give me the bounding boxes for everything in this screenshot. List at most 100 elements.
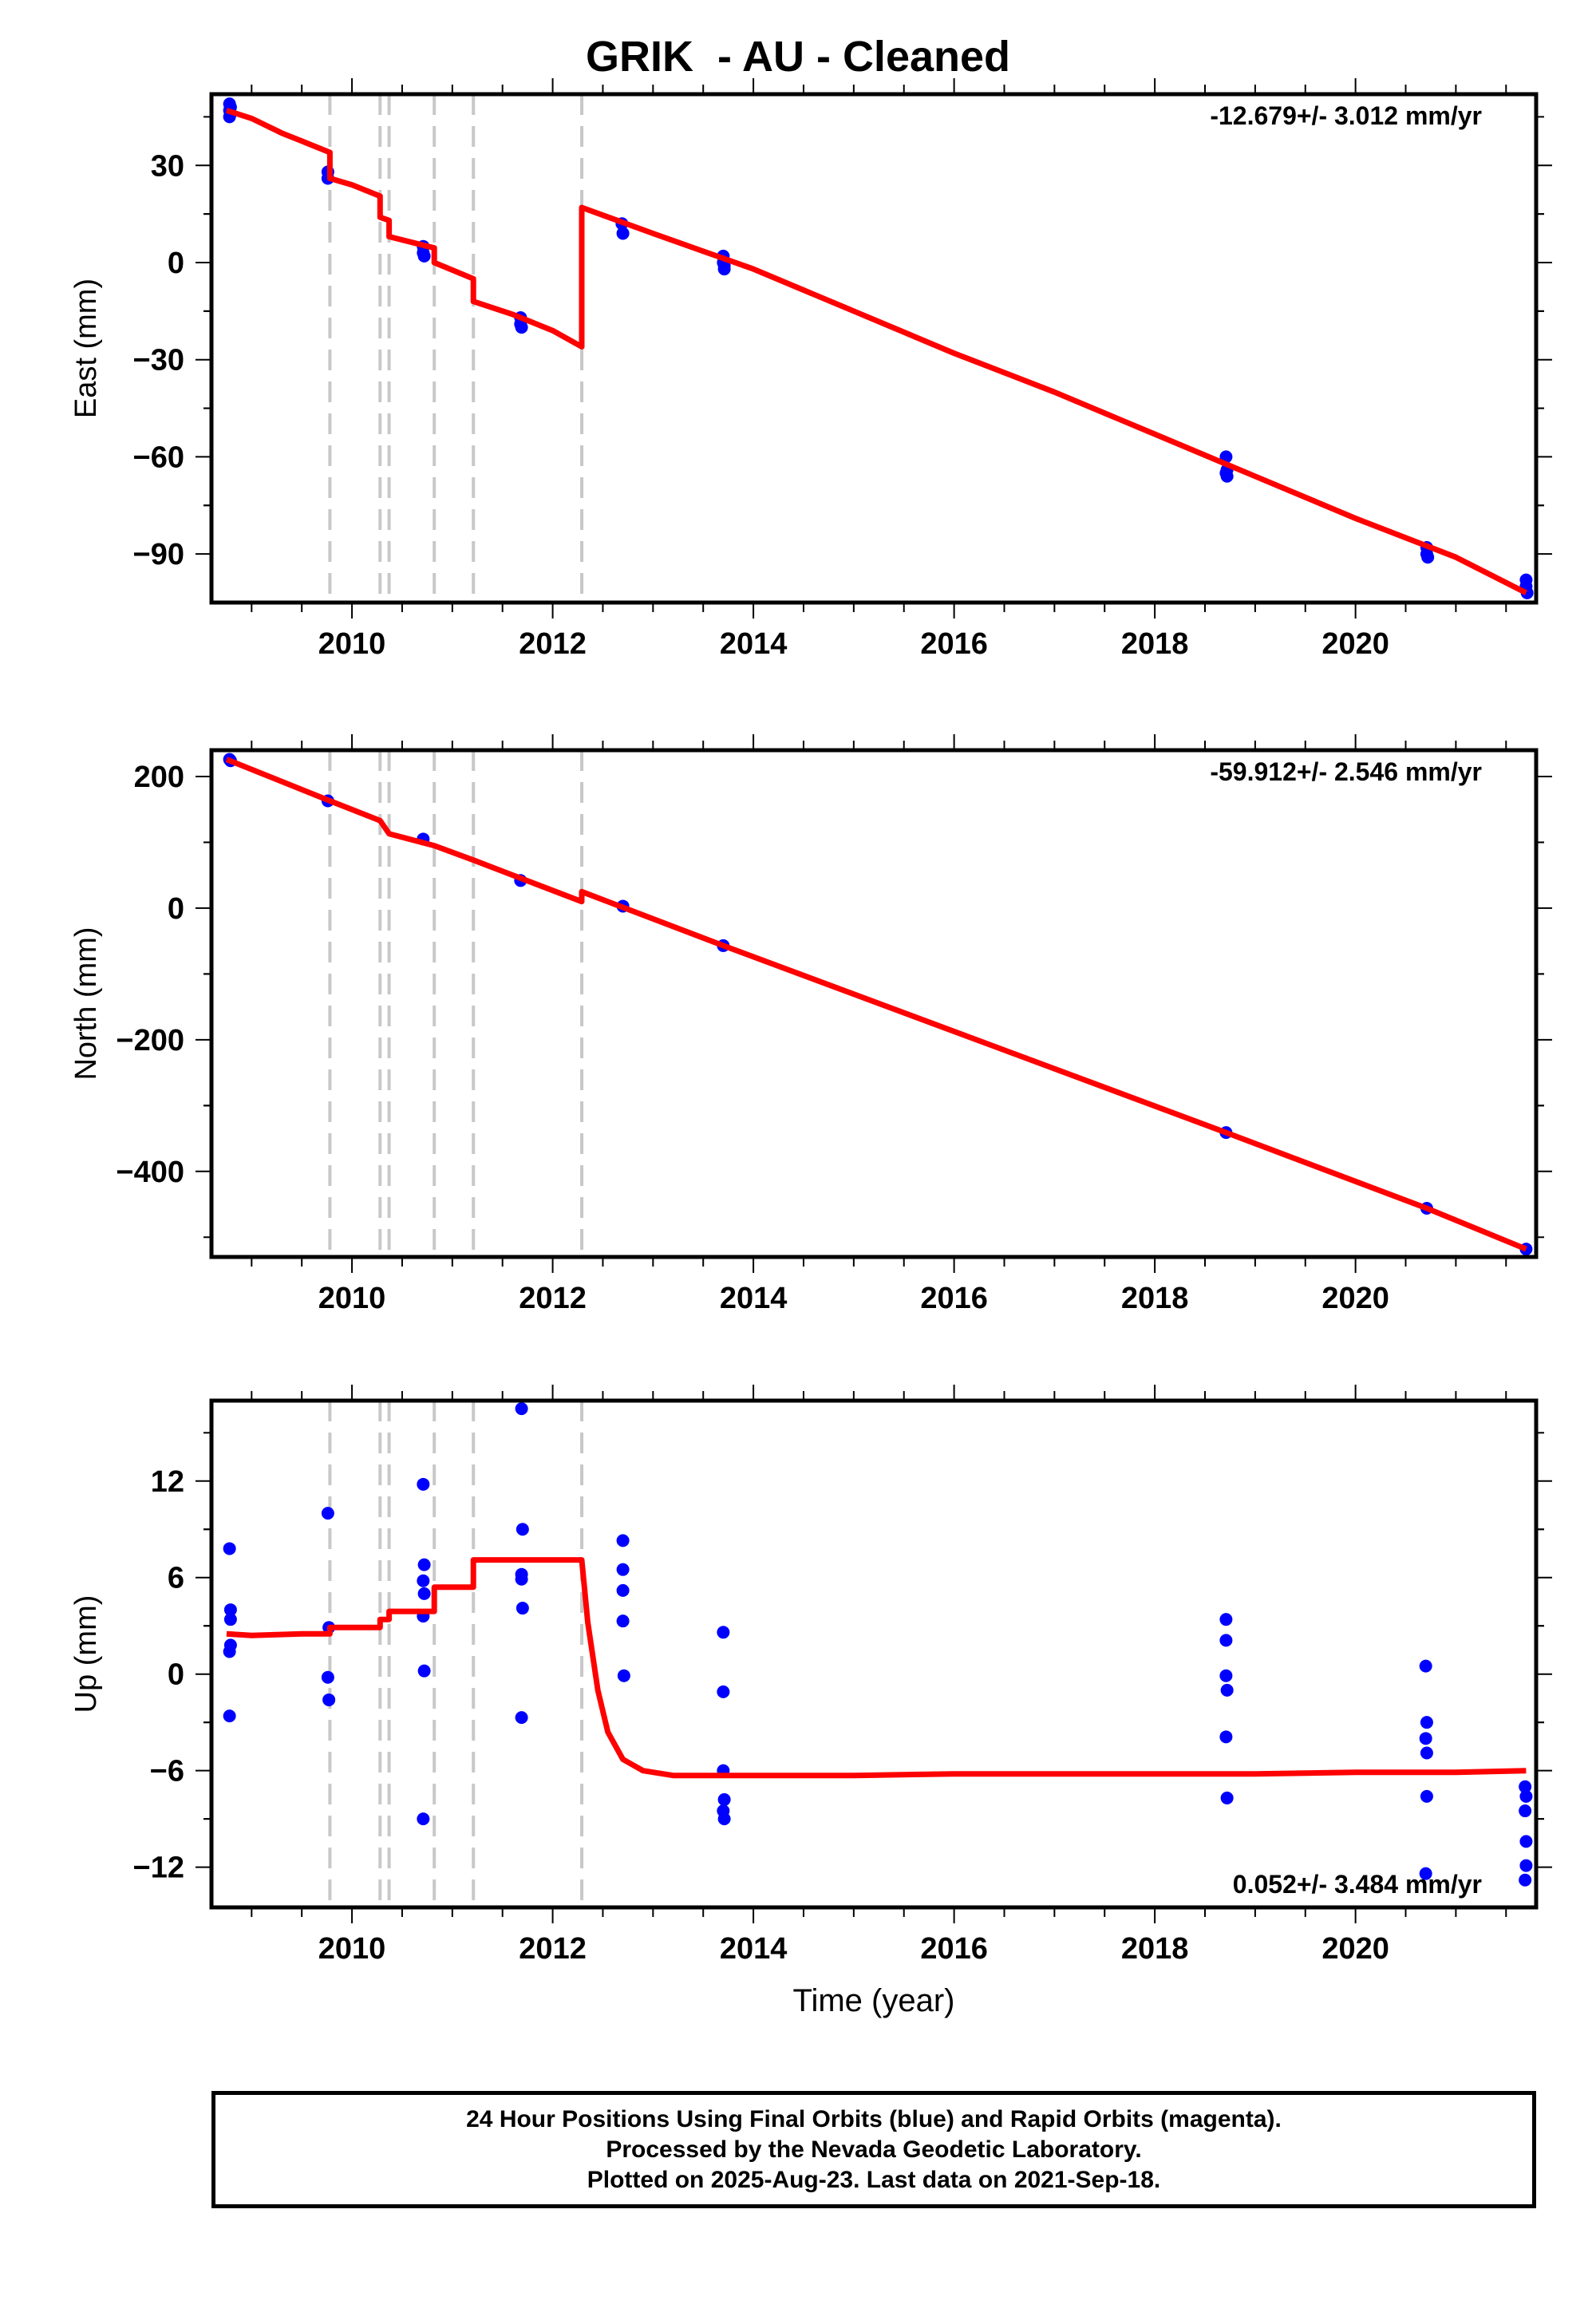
east-data-area: [223, 97, 1534, 599]
footer-line-3: Plotted on 2025-Aug-23. Last data on 202…: [587, 2166, 1161, 2193]
up-y-tick-label: 12: [151, 1465, 184, 1499]
north-model-line: [225, 757, 1527, 1252]
up-y-tick-label: −12: [133, 1852, 184, 1885]
up-data-point: [616, 1563, 630, 1576]
up-data-point: [1519, 1873, 1532, 1887]
up-data-point: [1220, 1683, 1234, 1697]
up-data-point: [515, 1711, 528, 1725]
up-data-point: [1219, 1669, 1233, 1682]
up-data-point: [417, 1574, 430, 1587]
up-data-point: [417, 1587, 431, 1600]
up-data-point: [321, 1670, 334, 1684]
up-x-tick-label: 2010: [318, 1932, 386, 1966]
up-data-point: [616, 1583, 630, 1597]
up-data-point: [1219, 1634, 1233, 1647]
up-model-line: [226, 1557, 1527, 1779]
east-x-tick-label: 2014: [720, 627, 788, 661]
east-x-tick-label: 2012: [519, 627, 587, 661]
up-data-point: [717, 1626, 730, 1639]
up-data-point: [1420, 1746, 1433, 1760]
east-y-tick-label: −30: [133, 344, 184, 377]
up-data-point: [515, 1402, 528, 1416]
east-data-point: [1421, 551, 1435, 564]
up-data-point: [516, 1602, 529, 1615]
east-frame: [209, 92, 1539, 605]
east-rate-annotation: -12.679+/- 3.012 mm/yr: [1210, 101, 1482, 130]
up-data-point: [1519, 1835, 1533, 1848]
north-x-tick-label: 2010: [318, 1282, 386, 1315]
up-y-tick-label: 6: [168, 1562, 184, 1595]
footer-line-1: 24 Hour Positions Using Final Orbits (bl…: [466, 2105, 1282, 2132]
north-y-tick-label: −200: [116, 1024, 184, 1057]
up-rate-annotation: 0.052+/- 3.484 mm/yr: [1233, 1870, 1482, 1899]
up-data-point: [223, 1638, 237, 1652]
up-y-axis-label: Up (mm): [69, 1595, 103, 1713]
up-x-tick-label: 2016: [920, 1932, 988, 1966]
up-data-point: [717, 1792, 731, 1806]
up-data-point: [616, 1534, 630, 1547]
up-data-point: [322, 1693, 336, 1706]
up-data-point: [1519, 1804, 1532, 1818]
up-data-point: [616, 1614, 630, 1628]
up-data-point: [516, 1523, 529, 1536]
up-data-point: [1219, 1730, 1233, 1744]
north-data-area: [223, 753, 1533, 1256]
up-data-point: [1420, 1716, 1433, 1729]
east-data-point: [717, 263, 731, 276]
east-y-axis-label: East (mm): [69, 279, 103, 418]
up-x-tick-label: 2018: [1121, 1932, 1189, 1966]
north-x-tick-label: 2020: [1321, 1282, 1389, 1315]
up-data-point: [417, 1664, 431, 1678]
east-data-point: [417, 249, 431, 263]
north-y-tick-label: 200: [134, 761, 184, 794]
up-y-tick-label: 0: [168, 1658, 184, 1692]
north-x-tick-label: 2016: [920, 1282, 988, 1315]
up-data-point: [1419, 1867, 1432, 1880]
east-model-line: [225, 107, 1527, 595]
up-data-point: [417, 1558, 431, 1571]
north-rate-annotation: -59.912+/- 2.546 mm/yr: [1210, 757, 1482, 786]
north-frame: [209, 748, 1539, 1259]
east-panel: 2010 2012 2014 2016 2018 2020 −90 −60 −30 0 30 East…: [69, 78, 1552, 661]
up-panel: 2010 2012 2014 2016 2018 2020 −12 −6 0 6 12 Up (mm)…: [69, 1385, 1552, 2018]
up-data-point: [1419, 1659, 1432, 1673]
up-x-tick-label: 2020: [1321, 1932, 1389, 1966]
up-data-point: [417, 1812, 430, 1826]
footer-box: 24 Hour Positions Using Final Orbits (bl…: [211, 2091, 1536, 2208]
north-panel: 2010 2012 2014 2016 2018 2020 −400 −200 0 200 Nort…: [69, 734, 1552, 1315]
up-data-point: [617, 1669, 630, 1682]
east-y-tick-label: 0: [168, 247, 184, 280]
east-x-tick-label: 2016: [920, 627, 988, 661]
up-data-point: [1519, 1780, 1532, 1793]
footer-line-2: Processed by the Nevada Geodetic Laborat…: [606, 2136, 1142, 2163]
north-y-tick-label: −400: [116, 1156, 184, 1189]
north-x-tick-label: 2012: [519, 1282, 587, 1315]
up-data-point: [1419, 1732, 1432, 1745]
east-x-tick-label: 2018: [1121, 627, 1189, 661]
up-data-point: [717, 1812, 731, 1826]
up-data-point: [717, 1685, 730, 1698]
up-data-point: [417, 1477, 430, 1491]
up-data-area: [223, 1402, 1533, 1887]
east-x-tick-label: 2010: [318, 627, 386, 661]
figure-title: GRIK - AU - Cleaned: [585, 33, 1011, 81]
up-data-point: [1219, 1613, 1233, 1626]
up-data-point: [321, 1507, 334, 1520]
up-data-point: [1519, 1789, 1533, 1803]
east-data-point: [515, 321, 528, 334]
up-y-tick-label: −6: [150, 1755, 184, 1788]
up-data-point: [1420, 1789, 1433, 1803]
east-data-point: [616, 227, 630, 240]
east-y-tick-label: −60: [133, 441, 184, 474]
east-y-tick-label: −90: [133, 538, 184, 571]
up-x-tick-label: 2012: [519, 1932, 587, 1966]
north-x-tick-label: 2014: [720, 1282, 788, 1315]
up-data-point: [223, 1542, 236, 1555]
north-x-tick-label: 2018: [1121, 1282, 1189, 1315]
north-y-tick-label: 0: [168, 892, 184, 926]
north-y-axis-label: North (mm): [69, 927, 103, 1080]
up-data-point: [515, 1572, 528, 1586]
up-data-point: [223, 1613, 237, 1626]
